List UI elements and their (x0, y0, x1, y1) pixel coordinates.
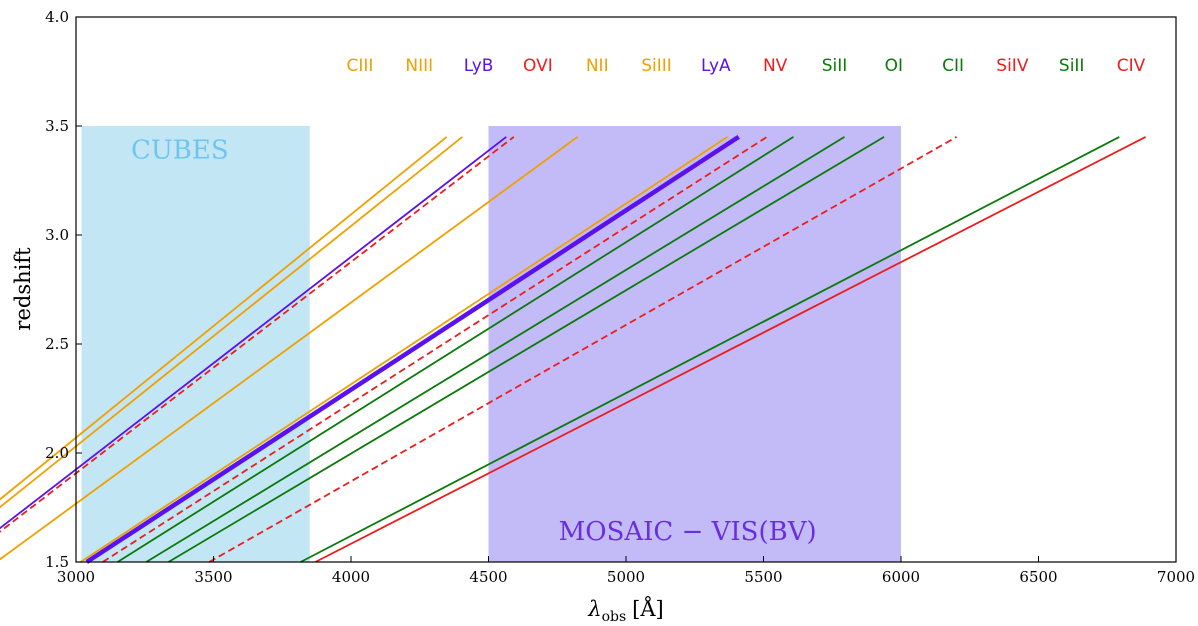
x-tick-label-5500: 5500 (744, 568, 782, 586)
series-line-nii-4 (0, 136, 579, 561)
x-tick-label-6000: 6000 (882, 568, 920, 586)
x-tick-label-6500: 6500 (1019, 568, 1057, 586)
series-line-civ-13 (314, 136, 1147, 563)
region-labels-layer: CUBES MOSAIC − VIS(BV) (131, 136, 817, 548)
x-tick-label-5000: 5000 (607, 568, 645, 586)
series-label-ciii-0: CIII (347, 56, 374, 76)
series-line-lya-6 (85, 135, 740, 564)
y-tick-label-3: 3.0 (45, 226, 69, 244)
region-label-mosaic-vis-bv: MOSAIC − VIS(BV) (559, 517, 817, 547)
series-line-lyb-2 (0, 136, 507, 530)
series-line-siiii-5 (79, 136, 728, 563)
series-line-siiv-11 (208, 136, 958, 563)
series-label-siii-12: SiII (1059, 56, 1085, 76)
x-axis-label: λobs [Å] (587, 596, 663, 625)
series-label-lyb-2: LyB (464, 56, 494, 76)
ticks-layer: 3000 3500 4000 4500 5000 5500 6000 6500 7000 1.5 2… (45, 8, 1195, 586)
series-label-nv-7: NV (763, 56, 788, 76)
series-label-cii-10: CII (942, 56, 964, 76)
region-mosaic-vis-bv (488, 126, 901, 562)
region-cubes (81, 126, 310, 562)
x-tick-label-7000: 7000 (1157, 568, 1195, 586)
y-axis-label: redshift (11, 247, 35, 331)
y-tick-label-4: 4.0 (45, 8, 69, 26)
x-tick-label-3500: 3500 (194, 568, 232, 586)
series-label-siiii-5: SiIII (641, 56, 672, 76)
series-line-ciii-0 (0, 136, 448, 501)
series-line-siii-8 (117, 136, 794, 563)
series-label-ovi-3: OVI (523, 56, 553, 76)
series-line-ovi-3 (0, 136, 515, 533)
series-label-siii-8: SiII (822, 56, 848, 76)
y-tick-label-2-5: 2.5 (45, 335, 69, 353)
series-label-civ-13: CIV (1117, 56, 1146, 76)
series-label-nii-4: NII (586, 56, 609, 76)
series-label-siiv-11: SiIV (996, 56, 1029, 76)
x-tick-label-3000: 3000 (57, 568, 95, 586)
line-labels-layer: CIII NIII LyB OVI NII SiIII LyA NV SiII OI CII SiIV… (347, 56, 1146, 76)
y-tick-label-3-5: 3.5 (45, 117, 69, 135)
y-tick-label-2: 2.0 (45, 444, 69, 462)
y-tick-label-1-5: 1.5 (45, 553, 69, 571)
series-line-niii-1 (0, 136, 463, 509)
region-label-cubes: CUBES (131, 136, 229, 166)
series-line-oi-9 (145, 136, 845, 563)
x-tick-label-4000: 4000 (332, 568, 370, 586)
series-label-lya-6: LyA (701, 56, 731, 76)
series-layer (0, 135, 1147, 564)
x-tick-label-4500: 4500 (469, 568, 507, 586)
series-line-cii-10 (168, 136, 885, 563)
series-label-oi-9: OI (885, 56, 903, 76)
series-label-niii-1: NIII (405, 56, 433, 76)
series-line-siii-12 (300, 136, 1120, 563)
